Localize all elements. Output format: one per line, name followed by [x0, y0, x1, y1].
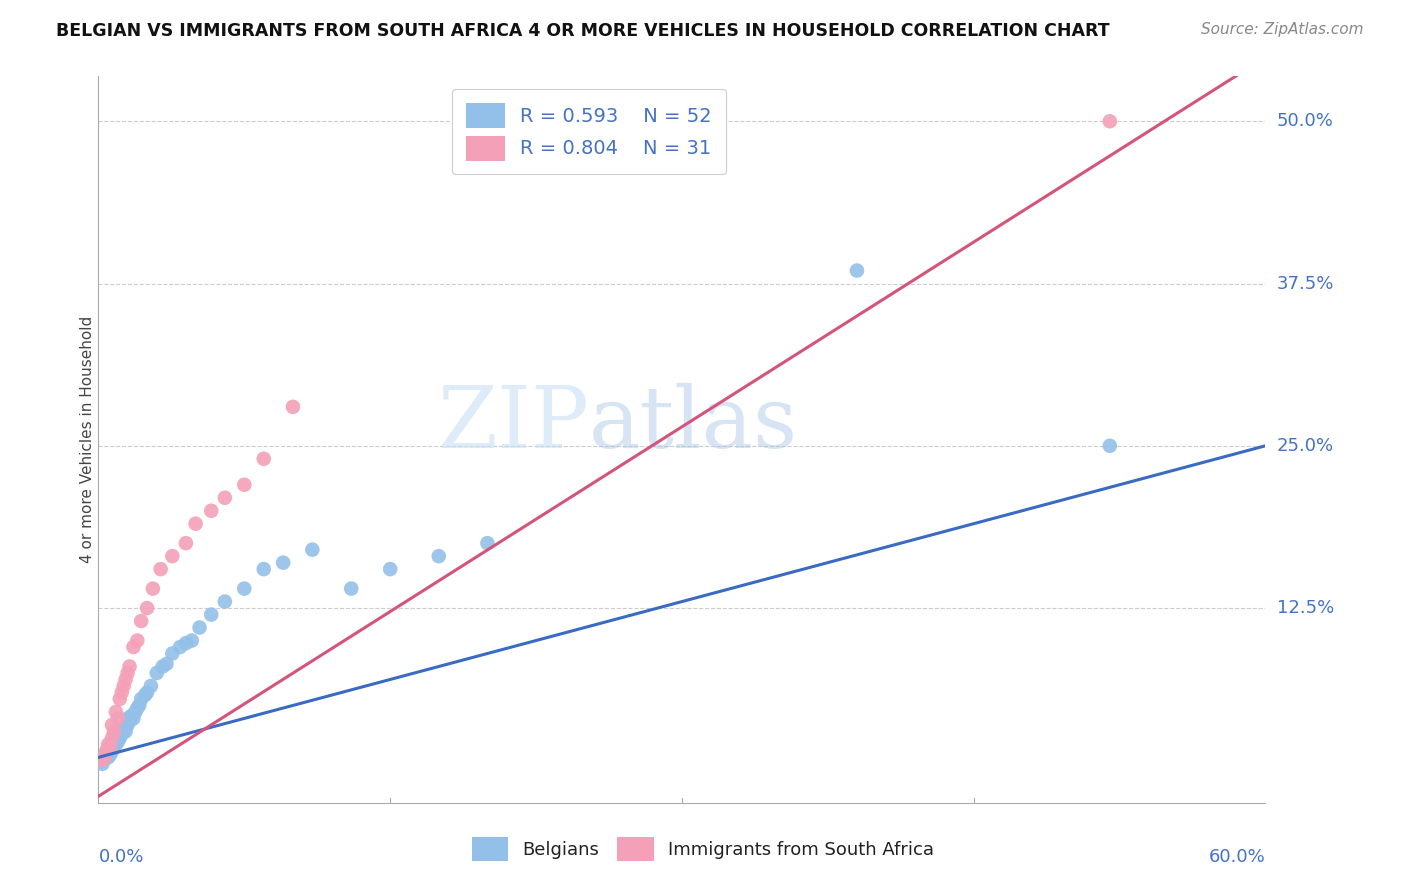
Point — [117, 718, 139, 732]
Text: Source: ZipAtlas.com: Source: ZipAtlas.com — [1201, 22, 1364, 37]
Point — [846, 263, 869, 277]
Point — [136, 601, 159, 615]
Text: 37.5%: 37.5% — [1277, 275, 1334, 293]
Point — [146, 665, 169, 680]
Point — [122, 640, 145, 654]
Point — [108, 692, 131, 706]
Point — [118, 659, 141, 673]
Point — [104, 705, 127, 719]
Point — [180, 633, 202, 648]
Point — [127, 701, 149, 715]
Point — [142, 582, 165, 596]
Point — [101, 744, 124, 758]
Point — [184, 516, 207, 531]
Text: 50.0%: 50.0% — [1277, 112, 1333, 130]
Point — [107, 711, 129, 725]
Text: BELGIAN VS IMMIGRANTS FROM SOUTH AFRICA 4 OR MORE VEHICLES IN HOUSEHOLD CORRELAT: BELGIAN VS IMMIGRANTS FROM SOUTH AFRICA … — [56, 22, 1109, 40]
Point — [112, 679, 135, 693]
Point — [1098, 439, 1121, 453]
Point — [93, 750, 115, 764]
Point — [271, 556, 294, 570]
Point — [98, 739, 121, 754]
Text: atlas: atlas — [589, 384, 797, 467]
Point — [127, 633, 149, 648]
Text: ZIP: ZIP — [437, 384, 589, 467]
Point — [111, 685, 134, 699]
Point — [97, 744, 120, 758]
Y-axis label: 4 or more Vehicles in Household: 4 or more Vehicles in Household — [80, 316, 94, 563]
Point — [380, 562, 402, 576]
Point — [107, 727, 129, 741]
Point — [101, 738, 124, 752]
Text: 25.0%: 25.0% — [1277, 437, 1334, 455]
Point — [124, 705, 146, 719]
Point — [214, 594, 236, 608]
Point — [111, 727, 134, 741]
Point — [188, 621, 211, 635]
Point — [1098, 114, 1121, 128]
Point — [91, 756, 114, 771]
Point — [233, 582, 256, 596]
Legend: Belgians, Immigrants from South Africa: Belgians, Immigrants from South Africa — [463, 829, 943, 870]
Point — [97, 738, 120, 752]
Point — [162, 647, 184, 661]
Text: 60.0%: 60.0% — [1209, 848, 1265, 866]
Point — [117, 711, 139, 725]
Point — [149, 562, 172, 576]
Point — [114, 673, 136, 687]
Point — [96, 750, 118, 764]
Point — [427, 549, 450, 563]
Point — [129, 614, 152, 628]
Point — [253, 451, 276, 466]
Point — [108, 731, 131, 745]
Point — [103, 739, 125, 754]
Point — [281, 400, 304, 414]
Point — [98, 739, 121, 754]
Text: 0.0%: 0.0% — [98, 848, 143, 866]
Point — [101, 731, 124, 745]
Point — [233, 477, 256, 491]
Point — [200, 607, 222, 622]
Point — [128, 698, 150, 713]
Point — [152, 659, 174, 673]
Point — [155, 657, 177, 671]
Point — [162, 549, 184, 563]
Point — [477, 536, 499, 550]
Point — [129, 692, 152, 706]
Point — [108, 724, 131, 739]
Point — [103, 724, 125, 739]
Point — [103, 735, 125, 749]
Point — [200, 504, 222, 518]
Point — [98, 747, 121, 762]
Point — [214, 491, 236, 505]
Point — [121, 708, 143, 723]
Point — [174, 536, 197, 550]
Point — [169, 640, 191, 654]
Point — [93, 753, 115, 767]
Legend: R = 0.593    N = 52, R = 0.804    N = 31: R = 0.593 N = 52, R = 0.804 N = 31 — [453, 89, 725, 174]
Point — [97, 750, 120, 764]
Text: 12.5%: 12.5% — [1277, 599, 1334, 617]
Point — [174, 636, 197, 650]
Point — [107, 735, 129, 749]
Point — [139, 679, 162, 693]
Point — [114, 724, 136, 739]
Point — [134, 688, 156, 702]
Point — [301, 542, 323, 557]
Point — [91, 753, 114, 767]
Point — [118, 714, 141, 728]
Point — [136, 685, 159, 699]
Point — [101, 718, 124, 732]
Point — [122, 711, 145, 725]
Point — [104, 738, 127, 752]
Point — [112, 722, 135, 736]
Point — [340, 582, 363, 596]
Point — [104, 731, 127, 745]
Point — [253, 562, 276, 576]
Point — [96, 744, 118, 758]
Point — [117, 665, 139, 680]
